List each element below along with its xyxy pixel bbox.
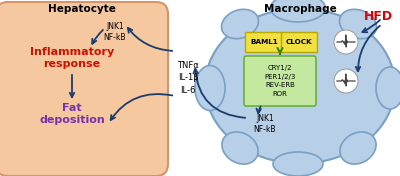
FancyBboxPatch shape — [245, 32, 283, 52]
Text: Macrophage: Macrophage — [264, 4, 336, 14]
Text: Hepatocyte: Hepatocyte — [48, 4, 116, 14]
Circle shape — [334, 69, 358, 93]
Ellipse shape — [270, 0, 326, 22]
Ellipse shape — [340, 132, 376, 164]
Text: TNFα
IL-1β
IL-6: TNFα IL-1β IL-6 — [177, 61, 199, 95]
Ellipse shape — [273, 152, 323, 176]
Text: CLOCK: CLOCK — [286, 39, 312, 45]
FancyBboxPatch shape — [0, 2, 168, 176]
Text: CRY1/2
PER1/2/3
REV-ERB
ROR: CRY1/2 PER1/2/3 REV-ERB ROR — [264, 65, 296, 97]
Ellipse shape — [340, 9, 376, 39]
Text: BAML1: BAML1 — [250, 39, 278, 45]
Circle shape — [334, 30, 358, 54]
Text: HFD: HFD — [364, 10, 393, 23]
Ellipse shape — [195, 65, 225, 111]
Ellipse shape — [205, 8, 395, 164]
Ellipse shape — [222, 9, 258, 39]
Ellipse shape — [376, 67, 400, 109]
Text: Inflammatory
response: Inflammatory response — [30, 47, 114, 69]
Text: Fat
deposition: Fat deposition — [39, 103, 105, 125]
Text: JNK1
NF-kB: JNK1 NF-kB — [254, 114, 276, 134]
FancyBboxPatch shape — [281, 32, 317, 52]
FancyBboxPatch shape — [244, 56, 316, 106]
Text: JNK1
NF-kB: JNK1 NF-kB — [104, 22, 126, 42]
Ellipse shape — [222, 132, 258, 164]
